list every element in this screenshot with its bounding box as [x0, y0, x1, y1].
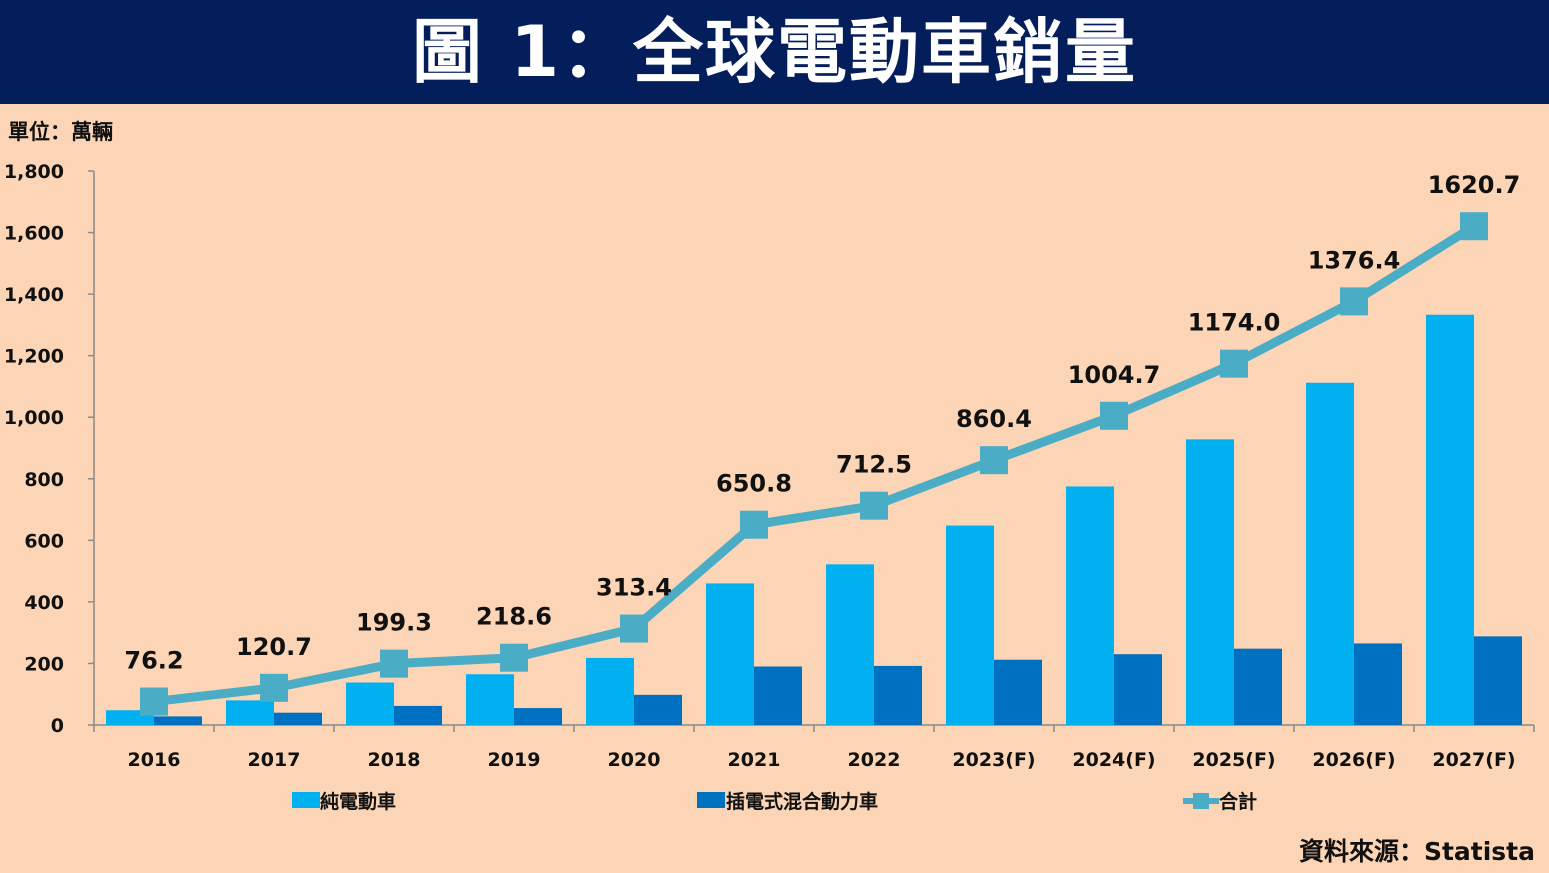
legend-label-phev: 插電式混合動力車 [726, 790, 878, 813]
total-data-label: 712.5 [836, 451, 912, 479]
data-labels: 76.2 120.7 199.3 218.6 313.4 650.8 712.5 860.4 1… [124, 171, 1520, 674]
total-point-marker [740, 510, 768, 539]
bar-phev [1354, 643, 1402, 725]
legend-label-bev: 純電動車 [320, 790, 396, 813]
x-tick-label: 2016 [128, 749, 181, 771]
axes: 0 200 400 600 800 1,000 1,200 1,400 1,600 1,800 20… [4, 161, 1535, 771]
legend-swatch-bev [292, 792, 320, 808]
y-tick-label: 0 [51, 715, 64, 737]
total-data-label: 76.2 [124, 647, 183, 675]
bar-bev [586, 657, 634, 725]
total-point-marker [860, 491, 888, 520]
total-series-line [153, 222, 1477, 707]
y-tick-label: 200 [24, 653, 64, 675]
total-data-label: 1376.4 [1308, 246, 1401, 274]
x-tick-label: 2023(F) [952, 749, 1035, 771]
x-tick-label: 2021 [728, 749, 781, 771]
total-point-marker [260, 673, 288, 702]
total-data-label: 313.4 [596, 574, 672, 602]
source-label: 資料來源：Statista [1298, 837, 1535, 866]
bar-bev [1066, 486, 1114, 725]
total-data-label: 218.6 [476, 603, 552, 631]
x-tick-label: 2020 [608, 749, 661, 771]
bar-bev [826, 564, 874, 725]
total-point-marker [980, 446, 1008, 475]
total-data-label: 199.3 [356, 609, 432, 637]
bar-phev [514, 708, 562, 725]
y-tick-label: 1,000 [4, 407, 64, 429]
bar-phev [154, 716, 202, 725]
unit-label: 單位：萬輛 [8, 120, 113, 144]
x-tick-label: 2022 [848, 749, 901, 771]
total-point-marker [1340, 287, 1368, 316]
x-tick-label: 2026(F) [1312, 749, 1395, 771]
total-line [140, 212, 1488, 716]
x-tick-label: 2027(F) [1432, 749, 1515, 771]
bar-bev [346, 682, 394, 725]
y-tick-label: 1,200 [4, 346, 64, 368]
bar-phev [634, 694, 682, 725]
bar-bev [706, 583, 754, 725]
y-tick-label: 1,800 [4, 161, 64, 183]
bar-phev [394, 705, 442, 725]
y-tick-label: 600 [24, 530, 64, 552]
chart-title: 圖 1：全球電動車銷量 [411, 11, 1138, 93]
title-banner: 圖 1：全球電動車銷量 [0, 0, 1549, 104]
x-tick-label: 2017 [248, 749, 301, 771]
total-data-label: 1174.0 [1188, 309, 1281, 337]
total-data-label: 860.4 [956, 405, 1032, 433]
x-tick-label: 2024(F) [1072, 749, 1155, 771]
bar-phev [754, 666, 802, 725]
total-point-marker [380, 649, 408, 678]
bar-bev [226, 700, 274, 725]
bar-bev [1426, 314, 1474, 725]
bar-phev [994, 659, 1042, 725]
total-point-marker [140, 687, 168, 716]
total-point-marker [1220, 349, 1248, 378]
x-tick-label: 2018 [368, 749, 421, 771]
bar-bev [1306, 382, 1354, 725]
x-tick-label: 2025(F) [1192, 749, 1275, 771]
total-point-marker [1460, 212, 1488, 241]
bar-bev [466, 674, 514, 725]
bar-phev [1234, 648, 1282, 725]
total-data-label: 120.7 [236, 633, 312, 661]
bar-bev [1186, 439, 1234, 725]
legend-label-total: 合計 [1219, 790, 1257, 813]
y-tick-label: 800 [24, 469, 64, 491]
x-tick-label: 2019 [488, 749, 541, 771]
total-point-marker [500, 643, 528, 672]
bars [106, 314, 1522, 725]
legend: 純電動車 插電式混合動力車 合計 [292, 790, 1257, 813]
legend-marker-total [1193, 793, 1209, 809]
bar-phev [274, 712, 322, 725]
bar-phev [1114, 654, 1162, 725]
bar-phev [1474, 636, 1522, 725]
total-data-label: 650.8 [716, 470, 792, 498]
y-tick-label: 400 [24, 592, 64, 614]
legend-swatch-phev [697, 792, 725, 808]
bar-bev [946, 525, 994, 725]
total-data-label: 1620.7 [1428, 171, 1521, 199]
total-data-label: 1004.7 [1068, 361, 1161, 389]
total-point-marker [1100, 401, 1128, 430]
total-point-marker [620, 614, 648, 643]
y-tick-label: 1,400 [4, 284, 64, 306]
bar-phev [874, 665, 922, 725]
y-tick-label: 1,600 [4, 223, 64, 245]
